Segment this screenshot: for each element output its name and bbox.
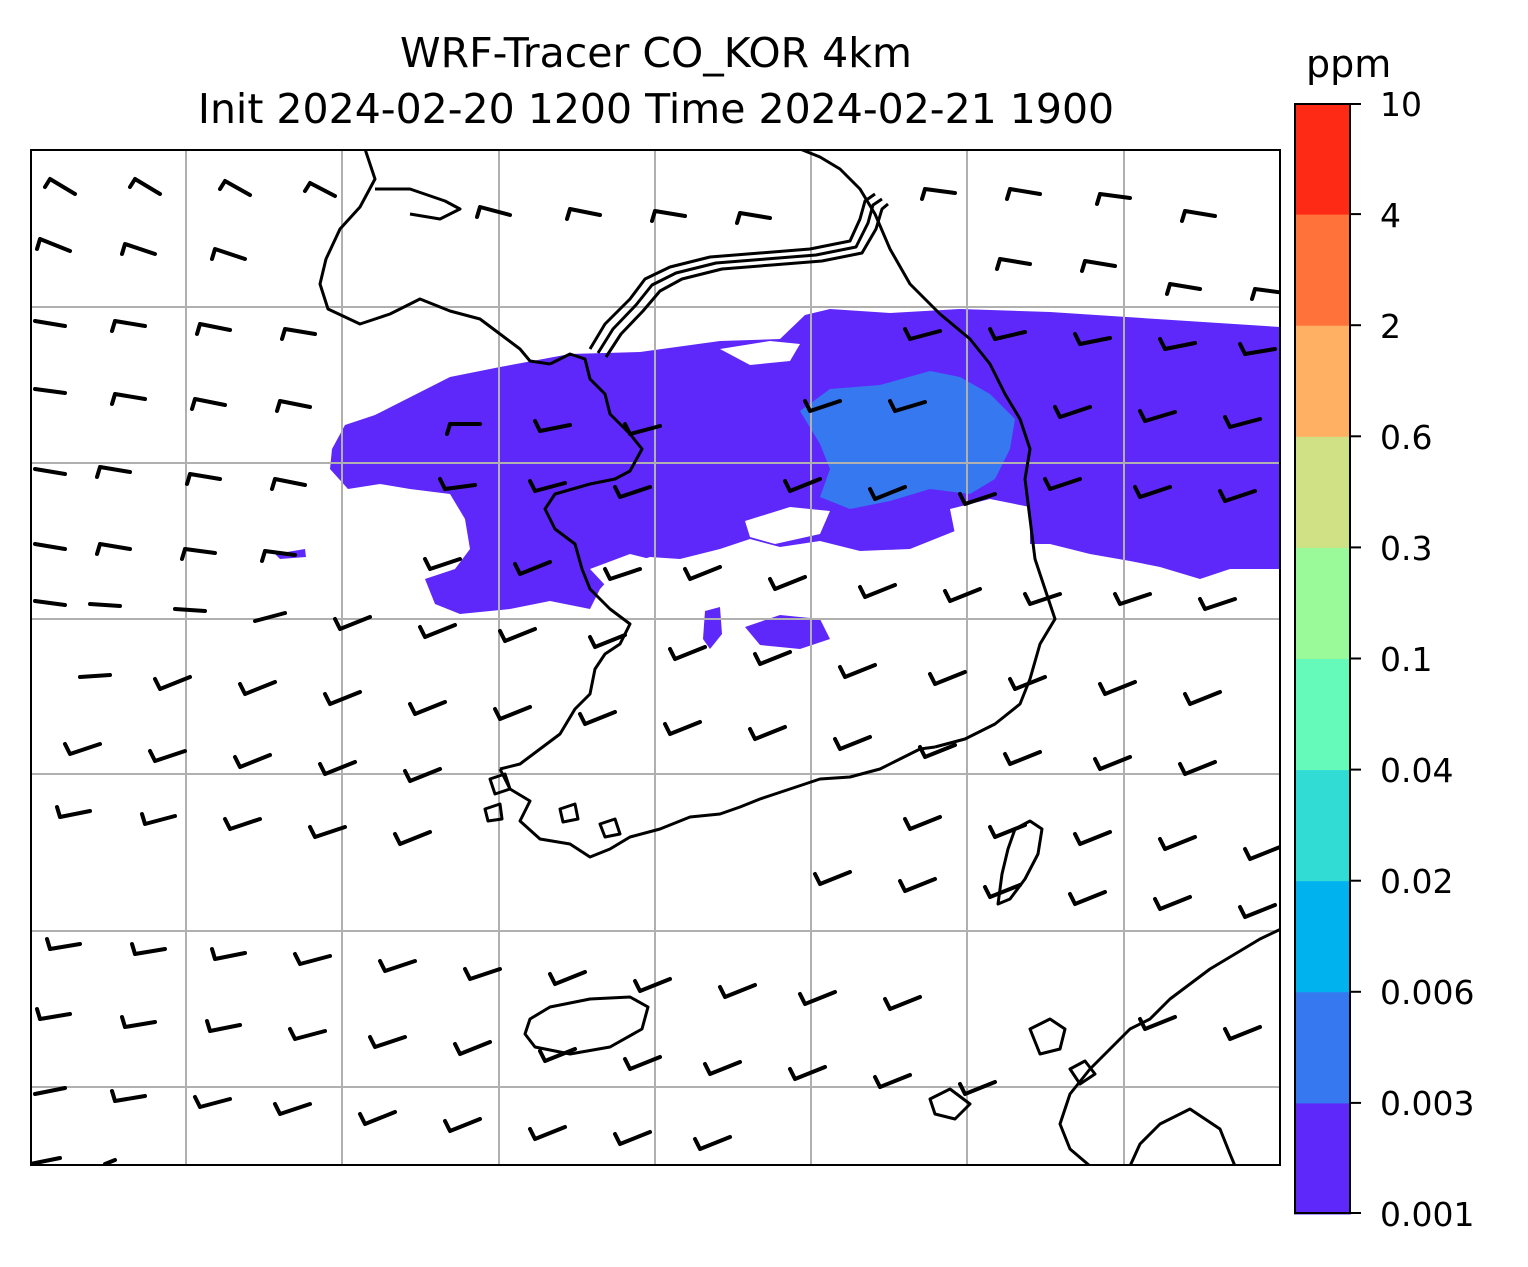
colorbar-unit-label: ppm [1306,42,1392,86]
tracer-patch-south2 [745,615,830,649]
tracer-patch-south1 [703,607,722,649]
colorbar-segment [1294,658,1351,771]
colorbar-tick-label: 0.1 [1380,640,1433,679]
tracer-field [275,309,1280,649]
colorbar-segment [1294,103,1351,215]
map-frame [30,149,1281,1166]
border-north-korea-china-1 [588,192,876,350]
map-canvas [30,149,1281,1166]
map-panel[interactable] [30,149,1281,1166]
coast-korea-west [499,352,644,771]
colorbar-segment [1294,769,1351,882]
coast-liaodong [375,187,462,221]
coast-island-cluster-west [483,772,622,839]
tracer-hole-north [720,341,800,365]
map-gridlines [30,149,1281,1166]
tracer-core [800,371,1015,509]
colorbar-tick-label: 4 [1380,196,1401,235]
tracer-plume-main [330,309,1280,614]
map-title-line1: WRF-Tracer CO_KOR 4km [400,29,912,77]
colorbar-tick-label: 0.003 [1380,1084,1475,1123]
colorbar [1294,103,1361,1215]
colorbar-tick-label: 0.001 [1380,1195,1475,1234]
border-north-korea-china-3 [604,202,889,358]
colorbar-segment [1294,436,1351,548]
colorbar-segment [1294,880,1351,993]
colorbar-svg [1294,103,1361,1215]
border-north-korea-china-2 [596,197,883,354]
colorbar-segment [1294,1102,1351,1215]
colorbar-tick-label: 0.04 [1380,751,1454,790]
coast-north-china [318,149,551,366]
colorbar-segment [1294,214,1351,326]
coast-japan-islands [928,1017,1097,1121]
tracer-hole-center [745,507,830,544]
coast-korea-south [498,745,936,859]
colorbar-tick-label: 10 [1380,85,1422,124]
tracer-hole-east [950,499,1030,547]
coast-tsushima [996,819,1044,906]
colorbar-frame [1294,103,1351,1214]
colorbar-tick-label: 2 [1380,307,1401,346]
coast-japan-inland [1128,1107,1237,1166]
map-title-line2: Init 2024-02-20 1200 Time 2024-02-21 190… [197,85,1115,133]
tracer-hole-west [590,554,690,601]
colorbar-segment [1294,325,1351,437]
colorbar-tick-label: 0.3 [1380,529,1433,568]
colorbar-tick-label: 0.006 [1380,973,1475,1012]
coast-japan-kyushu [1058,927,1281,1166]
colorbar-tick-label: 0.02 [1380,862,1454,901]
colorbar-segment [1294,547,1351,659]
colorbar-segment [1294,991,1351,1104]
coast-jeju [523,995,650,1056]
coastlines [318,149,1281,1166]
colorbar-tick-label: 0.6 [1380,418,1433,457]
wind-barbs [30,177,1281,1166]
